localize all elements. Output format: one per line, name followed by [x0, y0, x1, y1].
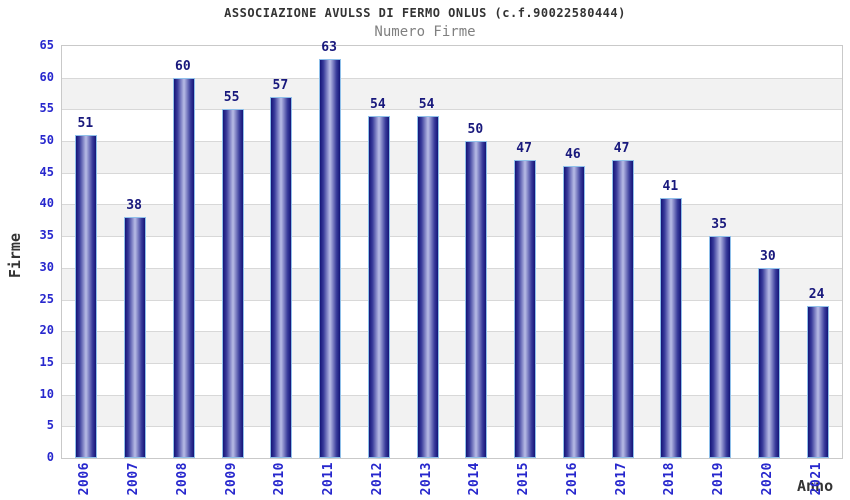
bar-value-label: 63 [321, 39, 337, 55]
bar [757, 267, 780, 458]
chart-title: ASSOCIAZIONE AVULSS DI FERMO ONLUS (c.f.… [224, 6, 626, 20]
bar [416, 115, 439, 458]
bar [75, 134, 98, 458]
gridline [62, 426, 842, 428]
y-tick-label: 30 [39, 259, 54, 274]
bar-value-label: 41 [662, 179, 679, 195]
y-tick-label: 45 [39, 164, 54, 179]
gridline [62, 267, 842, 269]
bar [709, 236, 732, 458]
x-tick-label: 2018 [662, 462, 678, 496]
x-tick-label: 2008 [174, 462, 190, 496]
bar-value-label: 51 [77, 115, 94, 131]
y-tick-label: 55 [39, 101, 54, 116]
bar-value-label: 38 [126, 198, 142, 214]
x-axis-title: Anno [797, 477, 834, 495]
x-tick-label: 2019 [711, 462, 727, 496]
x-tick-label: 2006 [77, 462, 93, 496]
bar [367, 115, 390, 458]
y-tick-label: 25 [39, 291, 54, 306]
bar [806, 305, 829, 458]
bar [221, 109, 244, 458]
y-tick-label: 5 [46, 418, 54, 433]
bar-value-label: 57 [272, 77, 289, 93]
x-tick-label: 2010 [272, 462, 288, 496]
bar-value-label: 24 [808, 286, 825, 302]
x-tick-label: 2015 [516, 462, 532, 496]
bar-value-label: 55 [223, 90, 240, 106]
gridline [62, 394, 842, 396]
bar-value-label: 30 [760, 248, 776, 264]
gridline [62, 109, 842, 111]
bar-value-label: 46 [565, 147, 581, 163]
gridline [62, 141, 842, 143]
y-tick-label: 10 [39, 386, 54, 401]
bar-value-label: 47 [516, 141, 532, 157]
x-tick-label: 2013 [418, 462, 434, 496]
x-tick-label: 2011 [321, 462, 337, 496]
plot-area [61, 45, 843, 459]
gridline [62, 172, 842, 174]
bar-value-label: 54 [418, 96, 435, 112]
gridline [62, 204, 842, 206]
y-tick-label: 20 [39, 323, 54, 338]
bar [124, 217, 147, 458]
x-tick-label: 2020 [759, 462, 775, 496]
gridline [62, 236, 842, 238]
x-tick-label: 2014 [467, 462, 483, 496]
bar [611, 160, 634, 458]
x-tick-label: 2007 [126, 462, 142, 496]
bar-value-label: 35 [711, 217, 727, 233]
y-tick-label: 35 [39, 228, 54, 243]
gridline [62, 77, 842, 79]
y-tick-label: 65 [39, 38, 54, 52]
x-tick-label: 2017 [613, 462, 629, 496]
x-tick-label: 2009 [223, 462, 239, 496]
bar [660, 198, 683, 458]
bar [465, 141, 488, 458]
bar-value-label: 60 [175, 58, 191, 74]
chart-subtitle: Numero Firme [374, 24, 476, 40]
gridline [62, 331, 842, 333]
bar-value-label: 54 [370, 96, 386, 112]
bar [270, 96, 293, 458]
x-tick-label: 2021 [808, 462, 824, 496]
y-tick-label: 0 [46, 450, 54, 464]
x-tick-label: 2012 [369, 462, 385, 496]
bar-value-label: 50 [467, 122, 484, 138]
bar [172, 77, 195, 458]
y-tick-label: 15 [39, 354, 54, 369]
x-tick-label: 2016 [564, 462, 580, 496]
gridline [62, 299, 842, 301]
bar [514, 160, 537, 458]
gridline [62, 362, 842, 364]
bar [562, 166, 585, 458]
y-tick-label: 40 [39, 196, 54, 211]
y-tick-label: 50 [39, 133, 54, 148]
y-tick-label: 60 [39, 69, 54, 84]
bar-value-label: 47 [613, 141, 630, 157]
bar [319, 58, 342, 458]
